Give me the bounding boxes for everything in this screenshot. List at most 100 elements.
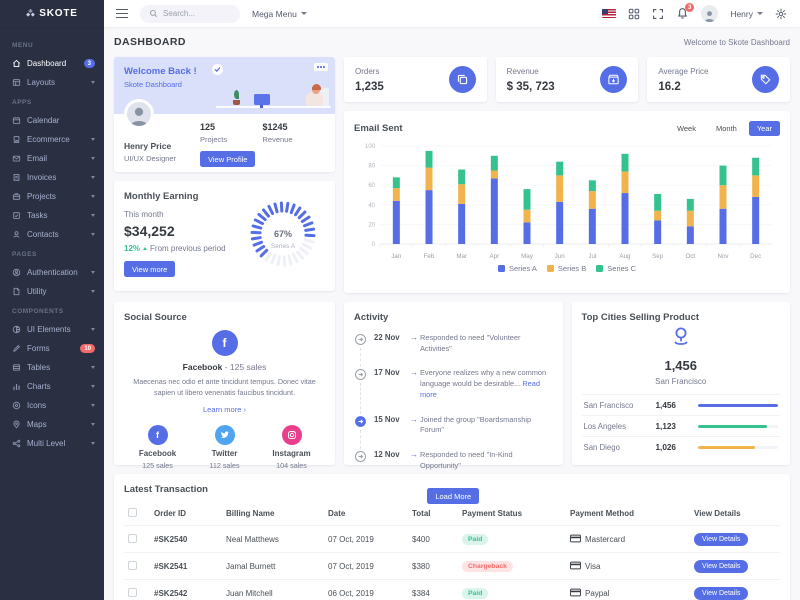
view-details-button[interactable]: View Details [694, 559, 749, 573]
sidebar-item-label: Charts [27, 382, 51, 391]
plant-illustration [232, 90, 241, 105]
user-avatar[interactable] [701, 5, 719, 22]
mega-menu-label: Mega Menu [252, 8, 297, 19]
fullscreen-icon[interactable] [652, 8, 664, 20]
chevron-down-icon [757, 12, 763, 15]
city-row: San Diego 1,026 [581, 436, 780, 457]
visa-icon [570, 561, 581, 572]
sidebar-item-projects[interactable]: Projects [0, 187, 104, 206]
sidebar-item-invoices[interactable]: Invoices [0, 168, 104, 187]
sidebar-item-ecommerce[interactable]: Ecommerce [0, 130, 104, 149]
sidebar-item-label: Dashboard [27, 59, 67, 68]
status-badge: Chargeback [462, 560, 513, 572]
city-progress-bar [697, 424, 778, 428]
top-cities-title: Top Cities Selling Product [581, 312, 700, 323]
sidebar-item-label: Layouts [27, 78, 56, 87]
search-input[interactable] [163, 9, 233, 18]
column-header-total[interactable]: Total [408, 502, 458, 526]
city-value: 1,456 [655, 400, 677, 410]
sidebar-item-tasks[interactable]: Tasks [0, 206, 104, 225]
search-box[interactable] [140, 4, 240, 23]
sidebar-item-ui-elements[interactable]: UI Elements [0, 320, 104, 339]
arrow-circle-icon [354, 333, 367, 346]
facebook-icon: f [147, 424, 168, 445]
svg-text:60: 60 [368, 183, 375, 189]
arrow-right-icon: → [410, 414, 418, 424]
order-date: 06 Oct, 2019 [324, 579, 408, 600]
column-header-view-details[interactable]: View Details [690, 502, 780, 526]
range-week-button[interactable]: Week [669, 121, 704, 136]
sidebar-item-authentication[interactable]: Authentication [0, 263, 104, 282]
sidebar-item-email[interactable]: Email [0, 149, 104, 168]
sidebar-item-maps[interactable]: Maps [0, 415, 104, 434]
chevron-down-icon [91, 176, 95, 179]
language-flag-icon[interactable] [602, 9, 617, 18]
sidebar-item-charts[interactable]: Charts [0, 377, 104, 396]
order-date: 07 Oct, 2019 [324, 525, 408, 553]
sidebar-item-label: Invoices [27, 173, 57, 182]
stat-card-revenue: Revenue $ 35, 723 [495, 57, 639, 102]
read-more-link[interactable]: Read more [420, 379, 540, 399]
range-year-button[interactable]: Year [748, 121, 780, 136]
column-header-payment-status[interactable]: Payment Status [458, 502, 566, 526]
app-logo[interactable]: SKOTE [0, 0, 104, 27]
user-menu[interactable]: Henry [730, 9, 763, 19]
view-more-button[interactable]: View more [124, 261, 176, 277]
sidebar-item-utility[interactable]: Utility [0, 282, 104, 301]
search-icon [149, 9, 158, 18]
sidebar-item-tables[interactable]: Tables [0, 358, 104, 377]
file-icon [12, 287, 21, 296]
activity-title: Activity [354, 312, 389, 323]
arrow-circle-icon [354, 368, 367, 382]
sidebar-item-label: Calendar [27, 116, 60, 125]
chevron-down-icon [91, 366, 95, 369]
sidebar-item-label: UI Elements [27, 325, 71, 334]
column-header-date[interactable]: Date [324, 502, 408, 526]
monitor-illustration [254, 94, 270, 108]
email-sent-title: Email Sent [354, 123, 403, 134]
svg-text:Jan: Jan [391, 253, 402, 260]
activity-card: Activity 22 Nov → Responded to need "Vol… [344, 302, 563, 505]
table-icon [12, 363, 21, 372]
column-header-billing-name[interactable]: Billing Name [222, 502, 324, 526]
table-row: #SK2541 Jamal Burnett 07 Oct, 2019 $380 … [124, 552, 780, 580]
apps-grid-icon[interactable] [628, 8, 640, 20]
sidebar-toggle-icon[interactable] [116, 9, 128, 18]
load-more-button[interactable]: Load More [427, 488, 480, 505]
select-all-checkbox[interactable] [128, 508, 137, 517]
notifications-bell-icon[interactable]: 3 [676, 3, 695, 20]
monthly-earning-title: Monthly Earning [124, 191, 199, 202]
row-checkbox[interactable] [128, 560, 137, 570]
view-details-button[interactable]: View Details [694, 586, 749, 600]
payment-method: Mastercard [585, 534, 626, 544]
view-profile-button[interactable]: View Profile [200, 151, 256, 167]
view-details-button[interactable]: View Details [694, 532, 749, 546]
learn-more-link[interactable]: Learn more › [203, 404, 246, 414]
stat-card-average-price: Average Price 16.2 [647, 57, 791, 102]
paypal-icon [570, 588, 581, 599]
sidebar-item-icons[interactable]: Icons [0, 396, 104, 415]
social-name: Facebook [138, 448, 177, 458]
table-row: #SK2542 Juan Mitchell 06 Oct, 2019 $384 … [124, 579, 780, 600]
social-twitter[interactable]: Twitter 112 sales [191, 424, 258, 470]
sidebar-item-multi-level[interactable]: Multi Level [0, 434, 104, 453]
sidebar-item-forms[interactable]: Forms 10 [0, 339, 104, 358]
social-instagram[interactable]: Instagram 104 sales [258, 424, 325, 471]
revenue-label: Revenue [506, 66, 539, 76]
column-header-order-id[interactable]: Order ID [150, 502, 222, 526]
sidebar-item-dashboard[interactable]: Dashboard 3 [0, 54, 104, 73]
row-checkbox[interactable] [128, 533, 137, 543]
sidebar-item-calendar[interactable]: Calendar [0, 111, 104, 130]
svg-text:20: 20 [368, 222, 375, 228]
row-checkbox[interactable] [128, 587, 137, 597]
range-month-button[interactable]: Month [708, 121, 745, 136]
main-content: DASHBOARD Welcome to Skote Dashboard Wel… [104, 27, 800, 600]
sidebar-item-contacts[interactable]: Contacts [0, 225, 104, 244]
average-price-value: 16.2 [658, 80, 681, 93]
mega-menu-button[interactable]: Mega Menu [252, 9, 307, 19]
settings-gear-icon[interactable] [775, 8, 787, 20]
home-icon [12, 59, 21, 68]
sidebar-item-layouts[interactable]: Layouts [0, 73, 104, 92]
social-facebook[interactable]: f Facebook 125 sales [124, 424, 191, 471]
column-header-payment-method[interactable]: Payment Method [566, 502, 690, 526]
